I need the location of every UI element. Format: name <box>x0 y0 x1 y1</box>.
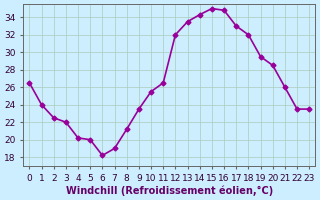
X-axis label: Windchill (Refroidissement éolien,°C): Windchill (Refroidissement éolien,°C) <box>66 185 273 196</box>
